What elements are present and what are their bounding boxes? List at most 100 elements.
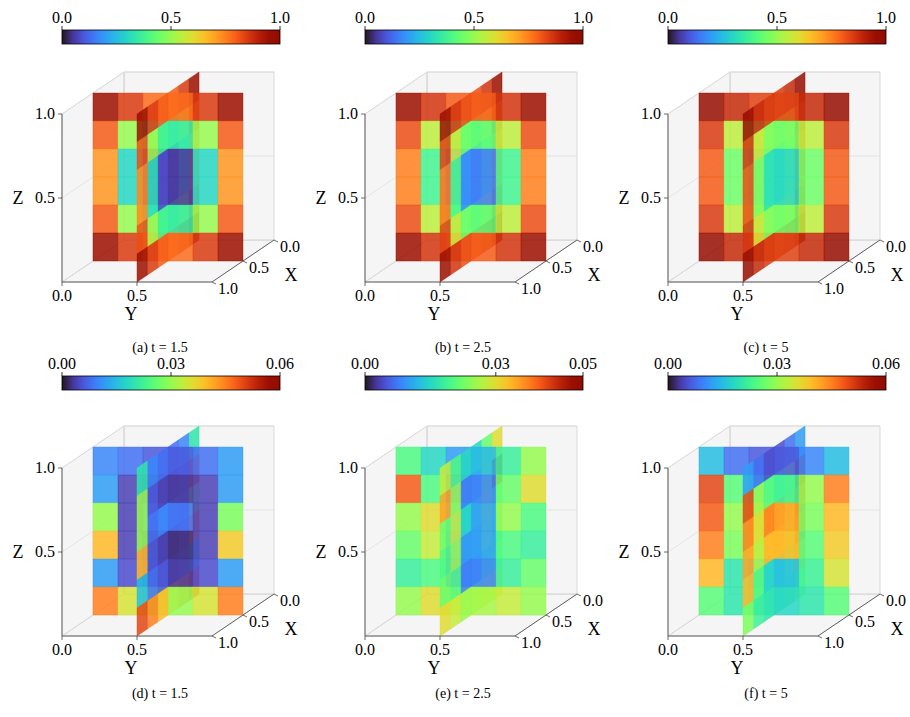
axis-label: Z xyxy=(13,542,24,562)
panel: 0.00.51.00.51.00.00.50.00.51.0ZYX(a) t =… xyxy=(13,9,301,356)
tick xyxy=(515,636,519,638)
slice-cell xyxy=(396,149,421,177)
slice-cell xyxy=(218,447,243,475)
slice-cell xyxy=(824,177,849,205)
slice-cell xyxy=(774,531,799,559)
caption: (d) t = 1.5 xyxy=(132,686,188,702)
colorbar-tick-label: 0.03 xyxy=(157,355,185,372)
colorbar-tick-label: 0.00 xyxy=(48,355,76,372)
slice-cell xyxy=(218,205,243,233)
slice-cell xyxy=(218,177,243,205)
grid-line xyxy=(124,72,274,240)
tick xyxy=(743,282,744,286)
tick xyxy=(849,261,853,263)
slice-cell xyxy=(218,559,243,587)
slice-cell xyxy=(93,475,118,503)
slice-cell xyxy=(699,233,724,261)
slice-cell xyxy=(743,247,753,282)
grid-line xyxy=(427,72,577,240)
axis-label: X xyxy=(891,619,904,639)
slice-cell xyxy=(193,447,218,475)
slice-cell xyxy=(824,149,849,177)
colorbar-tick-label: 0.03 xyxy=(763,355,791,372)
tick xyxy=(880,594,884,596)
slice-cell xyxy=(168,121,193,149)
panel: 0.00.51.00.51.00.00.50.00.51.0ZYX(b) t =… xyxy=(316,9,604,356)
grid-line xyxy=(137,72,199,282)
slice-cell xyxy=(774,587,799,615)
slice-cell xyxy=(193,149,218,177)
tick xyxy=(137,282,138,286)
panel: 0.000.030.050.51.00.00.50.00.51.0ZYX(e) … xyxy=(316,355,604,702)
slice-cell xyxy=(521,475,546,503)
tick xyxy=(361,114,365,115)
slice-cell xyxy=(471,503,496,531)
slice-cell xyxy=(168,475,193,503)
tick xyxy=(440,636,441,640)
slice-cell xyxy=(824,559,849,587)
slice-cell xyxy=(396,587,421,615)
slice-cell xyxy=(396,177,421,205)
axis-label: Y xyxy=(428,658,441,678)
tick xyxy=(365,636,366,640)
slice-cell xyxy=(799,149,824,177)
slice-cell xyxy=(168,177,193,205)
tick xyxy=(62,636,63,640)
colorbar-tick-label: 1.0 xyxy=(270,9,290,26)
tick xyxy=(440,282,441,286)
slice-cell xyxy=(774,475,799,503)
slice-cell xyxy=(799,205,824,233)
colorbar xyxy=(668,376,886,390)
slice-cell xyxy=(218,233,243,261)
slice-cell xyxy=(396,559,421,587)
axis-label: Z xyxy=(316,542,327,562)
tick-label: 0.5 xyxy=(855,613,875,630)
slice-cell xyxy=(440,247,450,282)
tick-label: 0.5 xyxy=(35,543,55,560)
slice-cell xyxy=(496,559,521,587)
slice-cell xyxy=(168,149,193,177)
slice-cell xyxy=(93,531,118,559)
slice-cell xyxy=(799,503,824,531)
grid-line xyxy=(62,426,124,636)
slice-cell xyxy=(193,587,218,615)
slice-cell xyxy=(799,587,824,615)
tick xyxy=(515,282,519,284)
axis-label: X xyxy=(588,265,601,285)
slice-cell xyxy=(824,587,849,615)
tick-label: 0.5 xyxy=(855,259,875,276)
tick-label: 0.0 xyxy=(658,287,678,304)
slice-cell xyxy=(799,559,824,587)
slice-cell xyxy=(824,503,849,531)
slice-cell xyxy=(496,149,521,177)
tick-label: 1.0 xyxy=(641,105,661,122)
tick-label: 0.5 xyxy=(35,189,55,206)
pane xyxy=(668,426,730,636)
slice-cell xyxy=(496,503,521,531)
axis-label: Z xyxy=(13,188,24,208)
panel: 0.000.030.060.51.00.00.50.00.51.0ZYX(f) … xyxy=(619,355,907,702)
tick-label: 0.5 xyxy=(641,189,661,206)
slice-cell xyxy=(699,475,724,503)
tick xyxy=(668,282,669,286)
slice-cell xyxy=(799,233,824,261)
tick xyxy=(58,198,62,199)
tick-label: 1.0 xyxy=(35,105,55,122)
grid-line xyxy=(730,426,880,594)
axis-label: X xyxy=(285,265,298,285)
slice-cell xyxy=(743,601,753,636)
slice-cell xyxy=(137,601,147,636)
tick xyxy=(243,615,247,617)
colorbar-tick xyxy=(280,372,281,376)
tick xyxy=(880,240,884,242)
slice-cell xyxy=(753,240,763,275)
slice-cell xyxy=(699,149,724,177)
slice-cell xyxy=(699,177,724,205)
tick-label: 0.0 xyxy=(583,592,603,609)
axis-label: X xyxy=(285,619,298,639)
slice-cell xyxy=(699,447,724,475)
slice-cell xyxy=(774,447,799,475)
tick-label: 0.0 xyxy=(52,641,72,658)
slice-cell xyxy=(471,233,496,261)
slice-cell xyxy=(471,447,496,475)
